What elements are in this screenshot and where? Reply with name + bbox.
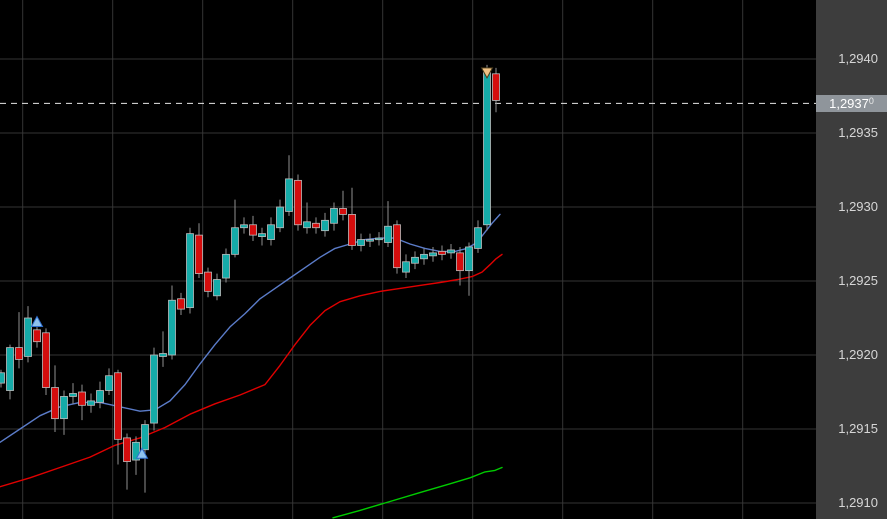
bull-candle-body — [186, 233, 194, 309]
bull-candle-body — [159, 353, 167, 357]
bull-candle-body — [303, 221, 311, 229]
ma-fast-blue — [0, 213, 501, 443]
price-axis-label: 1,2935 — [838, 125, 878, 140]
bull-candle-body — [87, 400, 95, 406]
bull-candle-body — [402, 261, 410, 273]
bear-candle-body — [312, 222, 320, 229]
bear-candle-body — [15, 347, 23, 360]
bull-candle-body — [168, 299, 176, 356]
bull-candle-body — [24, 317, 32, 357]
buy-arrow-up-icon — [30, 315, 44, 328]
bear-candle-body — [78, 391, 86, 406]
bear-candle-body — [195, 234, 203, 274]
bear-candle-body — [393, 224, 401, 269]
current-price-value: 1,2937 — [829, 95, 869, 111]
current-price-fractional-pip: 0 — [868, 95, 874, 106]
price-axis-label: 1,2920 — [838, 347, 878, 362]
bear-candle-body — [249, 224, 257, 236]
bull-candle-body — [240, 224, 248, 229]
sell-arrow-down-icon — [480, 67, 494, 79]
bull-candle-body — [474, 227, 482, 249]
bull-candle-body — [321, 219, 329, 232]
price-axis[interactable]: 1,2937 0 1,2940 1,2935 1,2930 1,2925 1,2920 1,… — [816, 0, 887, 519]
bear-candle-body — [33, 329, 41, 343]
bear-candle-body — [204, 271, 212, 292]
price-axis-label: 1,2925 — [838, 273, 878, 288]
bull-candle-body — [96, 390, 104, 403]
bear-candle-body — [42, 332, 50, 388]
bull-candle-body — [375, 237, 383, 241]
bear-candle-body — [294, 179, 302, 226]
bear-candle-body — [51, 387, 59, 420]
bull-candle-body — [105, 375, 113, 391]
bull-candle-body — [465, 246, 473, 272]
bull-candle-body — [222, 253, 230, 279]
ma-slow-red — [0, 253, 503, 488]
price-axis-label: 1,2940 — [838, 51, 878, 66]
bull-candle-body — [150, 354, 158, 424]
chart-plot-area[interactable] — [0, 0, 816, 519]
bull-candle-body — [276, 206, 284, 229]
bull-candle-body — [6, 347, 14, 391]
bull-candle-body — [366, 239, 374, 242]
bull-candle-body — [60, 396, 68, 420]
bull-candle-body — [0, 372, 5, 384]
bear-candle-body — [177, 298, 185, 310]
bear-candle-body — [123, 437, 131, 462]
price-axis-label: 1,2915 — [838, 421, 878, 436]
bear-candle-body — [492, 73, 500, 101]
bull-candle-body — [411, 256, 419, 264]
bull-candle-body — [231, 227, 239, 255]
bear-candle-body — [456, 252, 464, 272]
bull-candle-body — [357, 239, 365, 246]
bull-candle-body — [285, 178, 293, 212]
price-axis-label: 1,2930 — [838, 199, 878, 214]
ma-green — [332, 466, 503, 519]
bear-candle-body — [339, 208, 347, 215]
bull-candle-body — [213, 279, 221, 297]
bull-candle-body — [483, 71, 491, 226]
bull-candle-body — [447, 249, 455, 254]
bull-candle-body — [141, 424, 149, 451]
buy-arrow-up-icon — [135, 447, 149, 459]
price-axis-label: 1,2910 — [838, 495, 878, 510]
bear-candle-body — [114, 372, 122, 440]
bear-candle-body — [348, 213, 356, 246]
bear-candle-body — [438, 250, 446, 255]
bull-candle-body — [429, 252, 437, 257]
bull-candle-body — [132, 441, 140, 461]
candlestick-chart — [0, 0, 816, 519]
bull-candle-body — [384, 225, 392, 243]
bull-candle-body — [69, 393, 77, 397]
current-price-tag: 1,2937 0 — [816, 94, 887, 112]
bull-candle-body — [420, 253, 428, 260]
bull-candle-body — [258, 233, 266, 237]
bull-candle-body — [330, 208, 338, 224]
bull-candle-body — [267, 224, 275, 240]
